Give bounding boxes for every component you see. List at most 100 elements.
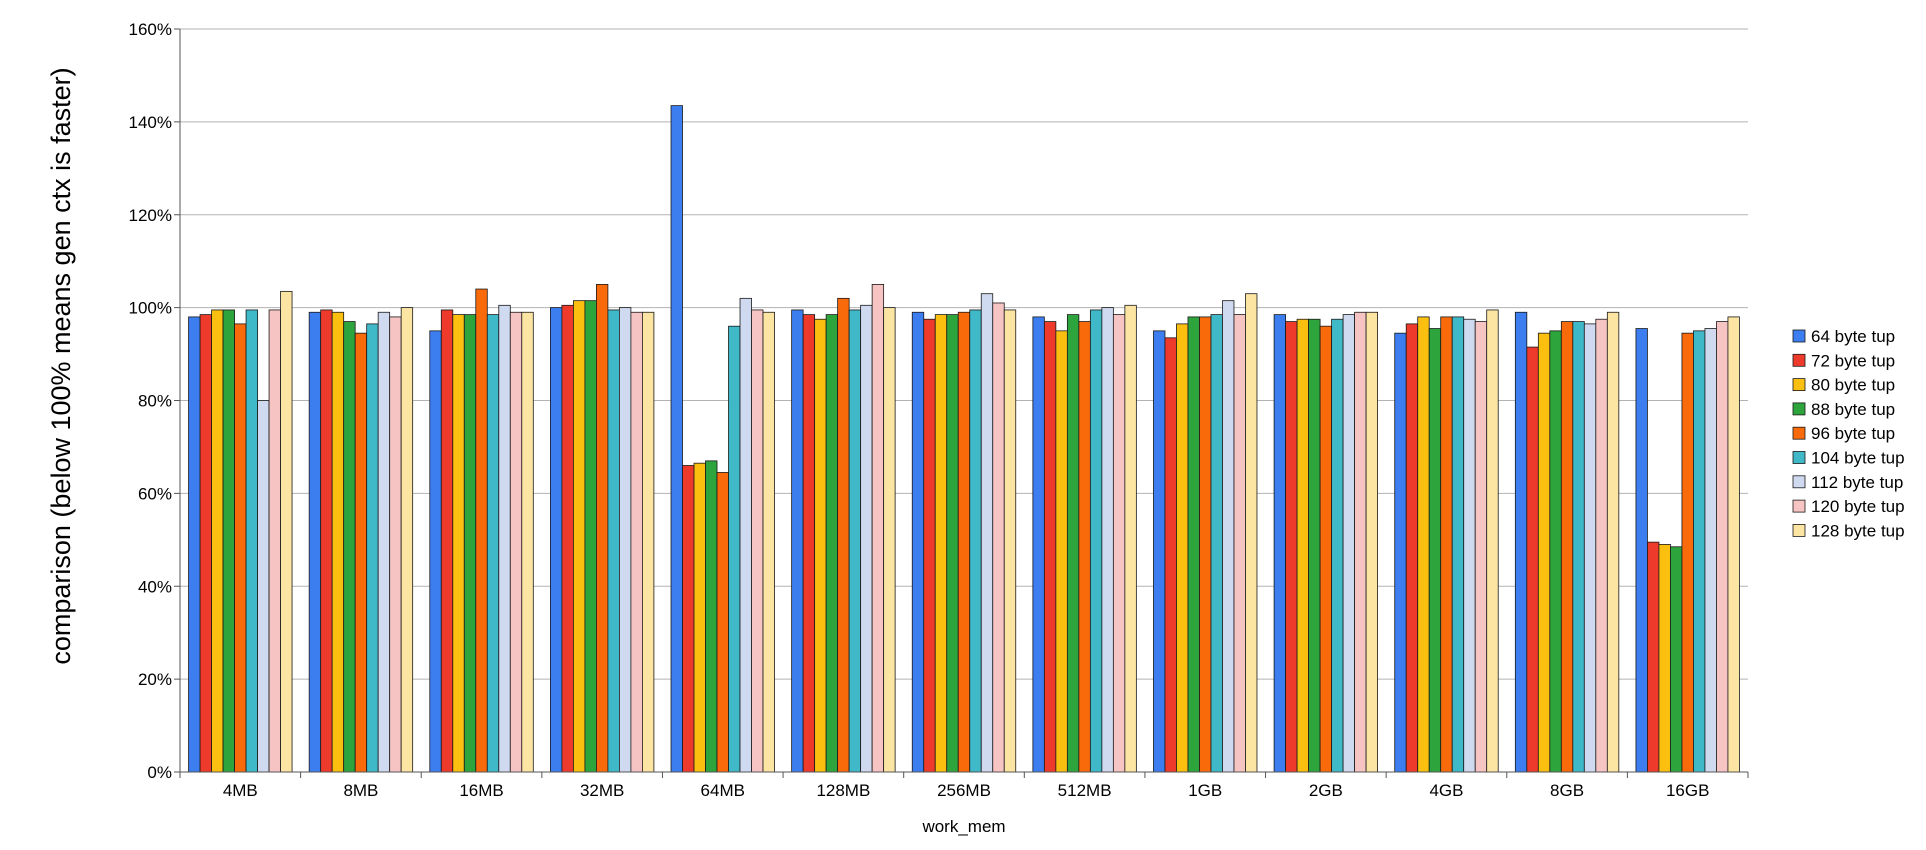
x-tick-label: 4GB	[1429, 781, 1463, 800]
bar	[1693, 330, 1706, 773]
bar	[573, 300, 586, 773]
bar	[486, 314, 500, 773]
bar	[452, 314, 465, 773]
legend-swatch	[1792, 329, 1806, 343]
y-tick-label: 0%	[147, 763, 172, 782]
axes	[174, 28, 1749, 778]
bar	[980, 293, 994, 773]
bar	[957, 311, 971, 773]
bar	[1526, 346, 1539, 773]
bar	[1273, 314, 1286, 773]
bar	[871, 284, 885, 773]
x-tick-labels: 4MB 8MB 16MB 32MB 64MB 128MB 256MB 512MB 1GB 2GB 4…	[223, 781, 1710, 800]
bar	[1222, 300, 1235, 773]
bar	[969, 309, 982, 773]
bar	[1187, 316, 1200, 773]
x-tick-label: 4MB	[223, 781, 258, 800]
bar	[1285, 321, 1298, 773]
bar	[1549, 330, 1562, 773]
bar	[584, 300, 597, 773]
bar	[188, 316, 201, 773]
bar	[1658, 544, 1671, 773]
legend-label: 128 byte tup	[1811, 521, 1905, 540]
x-tick-label: 512MB	[1058, 781, 1112, 800]
bar	[1716, 321, 1729, 773]
x-tick-label: 256MB	[937, 781, 991, 800]
bar	[377, 311, 391, 773]
bar	[268, 309, 281, 773]
bar	[837, 297, 850, 773]
bar	[1124, 304, 1137, 773]
bar	[1210, 314, 1223, 773]
bar	[911, 311, 925, 773]
bar	[1583, 323, 1597, 773]
bar	[762, 311, 775, 773]
bar	[946, 314, 959, 773]
bar	[1101, 307, 1114, 773]
bar	[1319, 325, 1332, 773]
bar	[739, 297, 752, 773]
bar	[802, 314, 816, 773]
x-tick-label: 16GB	[1666, 781, 1709, 800]
bar	[1537, 332, 1551, 773]
bar	[883, 307, 896, 773]
bar	[1354, 311, 1367, 773]
y-tick-label: 80%	[138, 392, 172, 411]
bar	[814, 318, 827, 773]
bar	[1164, 337, 1177, 773]
legend-label: 80 byte tup	[1811, 376, 1895, 395]
legend-swatch	[1792, 402, 1806, 416]
bar	[1428, 328, 1442, 773]
bar	[1560, 321, 1574, 773]
legend-swatch	[1792, 524, 1806, 537]
x-tick-label: 2GB	[1309, 781, 1343, 800]
bar	[550, 307, 563, 773]
bar	[1635, 328, 1648, 773]
bar	[1199, 316, 1212, 773]
bar	[400, 307, 414, 773]
bar	[1365, 311, 1378, 773]
bar	[1078, 321, 1091, 773]
x-tick-label: 1GB	[1188, 781, 1222, 800]
legend-swatch	[1792, 378, 1806, 392]
bar	[1308, 318, 1321, 773]
bar	[354, 332, 368, 773]
bar	[1727, 316, 1740, 773]
x-tick-label: 16MB	[459, 781, 503, 800]
bar	[825, 314, 839, 773]
bar	[619, 307, 632, 773]
bar	[1153, 330, 1166, 773]
bar	[1089, 309, 1103, 773]
legend-swatch	[1792, 451, 1806, 464]
x-tick-label: 32MB	[580, 781, 624, 800]
legend-label: 96 byte tup	[1811, 424, 1895, 443]
bar	[1233, 314, 1246, 773]
bar	[211, 309, 224, 773]
bar	[860, 304, 873, 773]
bar	[234, 323, 247, 773]
bar	[791, 309, 804, 773]
bar	[257, 400, 270, 773]
y-tick-label: 160%	[129, 20, 172, 39]
bar	[934, 314, 948, 773]
bar	[630, 311, 643, 773]
bar	[1451, 316, 1465, 773]
bar	[1394, 332, 1407, 773]
bar	[498, 304, 511, 773]
bar	[429, 330, 442, 773]
bar	[751, 309, 764, 773]
bar	[463, 314, 477, 773]
bar	[1463, 318, 1476, 773]
bar	[1112, 314, 1126, 773]
bar	[1681, 332, 1694, 773]
bar	[1176, 323, 1189, 773]
bar	[848, 309, 862, 773]
legend-label: 112 byte tup	[1811, 473, 1903, 492]
bar	[1405, 323, 1419, 773]
x-tick-label: 8GB	[1550, 781, 1584, 800]
bar	[923, 318, 936, 773]
y-tick-label: 120%	[129, 206, 172, 225]
legend-label: 64 byte tup	[1811, 327, 1895, 346]
bar	[728, 325, 741, 773]
legend-swatch	[1792, 353, 1806, 367]
